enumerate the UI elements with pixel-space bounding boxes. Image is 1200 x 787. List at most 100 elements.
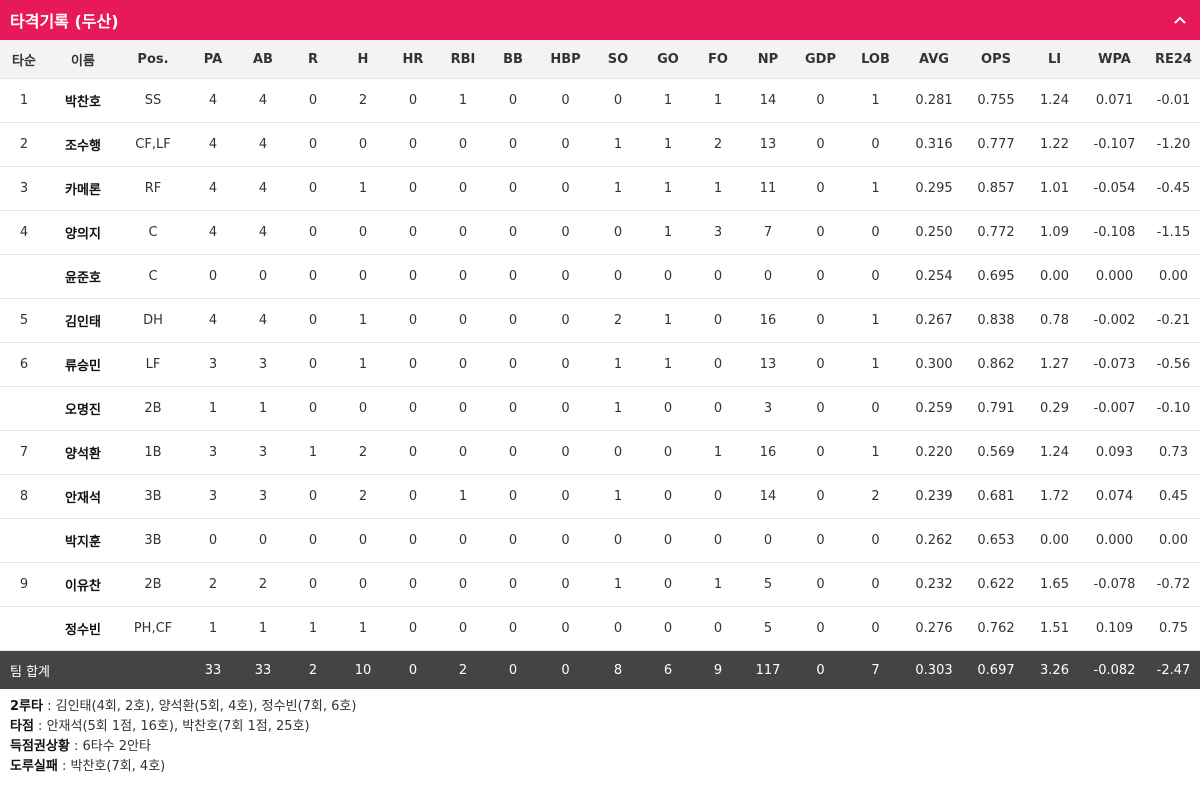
table-cell: 1.22: [1027, 122, 1082, 167]
column-header: RBI: [438, 40, 488, 79]
table-cell: 0.00: [1027, 518, 1082, 563]
table-cell: 1: [338, 166, 388, 211]
table-cell: 0.300: [903, 342, 965, 387]
table-cell: 0.00: [1147, 254, 1200, 299]
table-cell: 0: [238, 254, 288, 299]
team-total-label: 팀 합계: [0, 650, 188, 689]
table-cell: 0: [538, 386, 593, 431]
table-cell: 0: [848, 562, 903, 607]
table-cell: 0.791: [965, 386, 1027, 431]
table-cell: 3: [693, 210, 743, 255]
table-cell: 3: [238, 474, 288, 519]
table-cell: 1: [0, 78, 48, 123]
table-cell: 0.071: [1082, 78, 1147, 123]
table-cell: 0.000: [1082, 518, 1147, 563]
table-cell: 0: [488, 386, 538, 431]
table-row: 박지훈 3B 0 0 0 0 0 0 0 0 0 0 0 0 0 0 0.262 0.653 0.00 0.000 0.…: [0, 518, 1200, 563]
table-cell: 0: [643, 562, 693, 607]
table-cell: 0: [793, 254, 848, 299]
note-key: 득점권상황: [10, 739, 70, 754]
table-cell: 1.51: [1027, 606, 1082, 651]
table-cell: 1: [593, 562, 643, 607]
batting-record-header: 타격기록 (두산): [0, 0, 1200, 40]
table-cell: 0: [388, 562, 438, 607]
table-cell: -0.054: [1082, 166, 1147, 211]
column-header: FO: [693, 40, 743, 79]
player-name: 박지훈: [48, 518, 118, 563]
table-cell: 0: [388, 386, 438, 431]
table-cell: 1: [593, 474, 643, 519]
table-cell: 1: [643, 122, 693, 167]
table-cell: 14: [743, 78, 793, 123]
table-cell: 1: [438, 78, 488, 123]
total-cell: 10: [338, 650, 388, 689]
table-cell: 3: [188, 474, 238, 519]
total-cell: 9: [693, 650, 743, 689]
table-cell: 0: [693, 342, 743, 387]
table-cell: 2B: [118, 386, 188, 431]
table-cell: 0: [538, 254, 593, 299]
table-cell: 1: [848, 430, 903, 475]
table-cell: 0: [388, 606, 438, 651]
total-cell: 7: [848, 650, 903, 689]
note-key: 2루타: [10, 699, 43, 714]
table-cell: 0: [793, 342, 848, 387]
table-cell: 0.695: [965, 254, 1027, 299]
total-cell: 0: [793, 650, 848, 689]
table-cell: 0: [238, 518, 288, 563]
table-cell: 0.00: [1147, 518, 1200, 563]
table-cell: 0: [338, 562, 388, 607]
table-cell: 1.72: [1027, 474, 1082, 519]
collapse-button[interactable]: [1170, 10, 1190, 30]
table-cell: -0.002: [1082, 298, 1147, 343]
table-cell: 0.622: [965, 562, 1027, 607]
table-cell: 1: [238, 386, 288, 431]
table-cell: 0.259: [903, 386, 965, 431]
table-cell: 0: [593, 210, 643, 255]
table-cell: 0: [693, 606, 743, 651]
table-cell: 0: [538, 166, 593, 211]
table-cell: 0: [488, 166, 538, 211]
table-cell: 0: [743, 518, 793, 563]
table-cell: -0.21: [1147, 298, 1200, 343]
table-cell: 0: [643, 386, 693, 431]
table-cell: 0: [488, 606, 538, 651]
player-name: 박찬호: [48, 78, 118, 123]
table-cell: 0.316: [903, 122, 965, 167]
table-cell: SS: [118, 78, 188, 123]
table-cell: 0: [388, 254, 438, 299]
column-header: LOB: [848, 40, 903, 79]
table-cell: 0: [643, 606, 693, 651]
player-name: 윤준호: [48, 254, 118, 299]
table-row: 9 이유찬 2B 2 2 0 0 0 0 0 0 1 0 1 5 0 0 0.232 0.622 1.65 -0.078…: [0, 562, 1200, 607]
total-cell: 2: [288, 650, 338, 689]
table-cell: 2: [593, 298, 643, 343]
table-cell: 0.262: [903, 518, 965, 563]
total-cell: 0: [388, 650, 438, 689]
table-cell: 0: [488, 430, 538, 475]
table-cell: 0: [438, 166, 488, 211]
table-cell: 0: [538, 342, 593, 387]
table-cell: 0: [338, 122, 388, 167]
table-cell: 1: [643, 342, 693, 387]
note-value: : 6타수 2안타: [69, 739, 151, 754]
table-cell: 1: [643, 78, 693, 123]
table-cell: C: [118, 254, 188, 299]
table-cell: 1: [693, 166, 743, 211]
total-cell: -2.47: [1147, 650, 1200, 689]
table-cell: 0: [643, 430, 693, 475]
column-header: LI: [1027, 40, 1082, 79]
table-cell: 1: [238, 606, 288, 651]
table-cell: -1.20: [1147, 122, 1200, 167]
table-cell: 2B: [118, 562, 188, 607]
table-cell: 0: [388, 122, 438, 167]
table-cell: 4: [188, 298, 238, 343]
note-value: : 박찬호(7회, 4호): [57, 759, 166, 774]
table-cell: 1: [643, 166, 693, 211]
note-line: 타점 : 안재석(5회 1점, 16호), 박찬호(7회 1점, 25호): [10, 717, 1190, 737]
table-cell: 4: [188, 166, 238, 211]
table-cell: 0: [288, 562, 338, 607]
table-cell: 1B: [118, 430, 188, 475]
table-cell: 8: [0, 474, 48, 519]
table-cell: -0.107: [1082, 122, 1147, 167]
